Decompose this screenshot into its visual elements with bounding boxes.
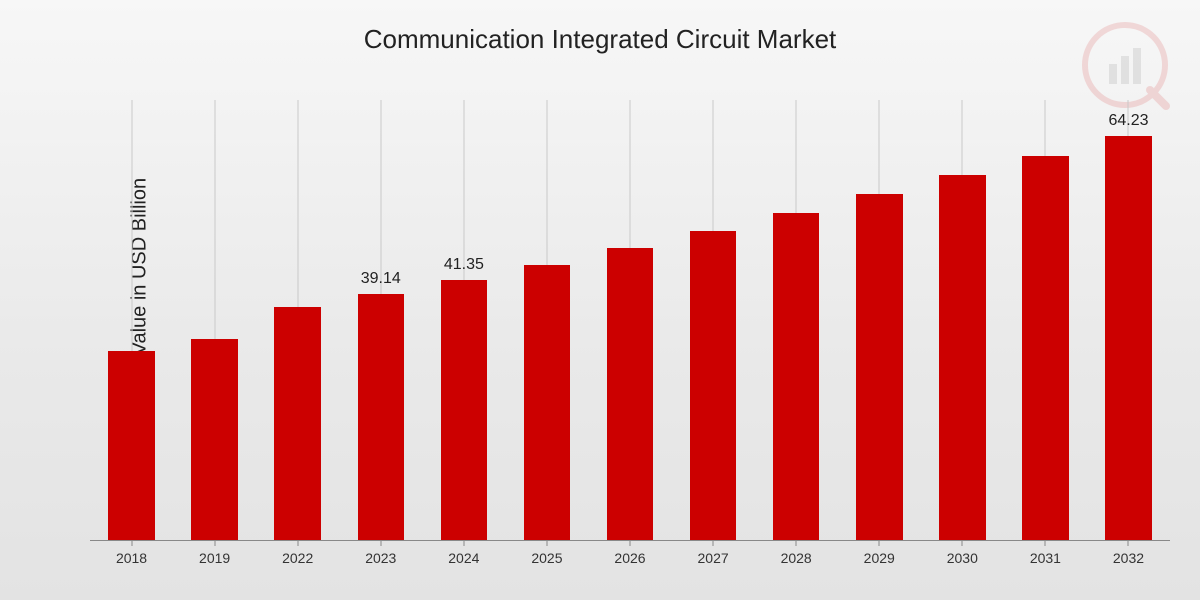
tick-mark bbox=[546, 540, 547, 546]
bar-slot bbox=[838, 100, 921, 540]
bar-slot bbox=[173, 100, 256, 540]
x-tick: 2025 bbox=[505, 540, 588, 580]
x-tick: 2019 bbox=[173, 540, 256, 580]
x-tick-label: 2022 bbox=[256, 550, 339, 566]
bar bbox=[690, 231, 737, 540]
x-tick-label: 2024 bbox=[422, 550, 505, 566]
bar-slot bbox=[672, 100, 755, 540]
bar-slot bbox=[755, 100, 838, 540]
tick-mark bbox=[131, 540, 132, 546]
bar-slot: 39.14 bbox=[339, 100, 422, 540]
tick-mark bbox=[297, 540, 298, 546]
tick-mark bbox=[1045, 540, 1046, 546]
x-tick-label: 2032 bbox=[1087, 550, 1170, 566]
bar-slot bbox=[588, 100, 671, 540]
plot-area: 39.14 41.35 64.23 bbox=[90, 100, 1170, 540]
bar bbox=[607, 248, 654, 540]
x-tick: 2024 bbox=[422, 540, 505, 580]
x-tick: 2028 bbox=[755, 540, 838, 580]
tick-mark bbox=[463, 540, 464, 546]
bar bbox=[191, 339, 238, 540]
x-tick-label: 2023 bbox=[339, 550, 422, 566]
bar bbox=[939, 175, 986, 540]
x-tick-label: 2025 bbox=[505, 550, 588, 566]
bar: 41.35 bbox=[441, 280, 488, 540]
tick-mark bbox=[380, 540, 381, 546]
x-tick: 2027 bbox=[672, 540, 755, 580]
x-tick: 2030 bbox=[921, 540, 1004, 580]
x-tick: 2018 bbox=[90, 540, 173, 580]
bar bbox=[1022, 156, 1069, 540]
bar-value-label: 64.23 bbox=[1108, 112, 1148, 130]
bar-slot: 64.23 bbox=[1087, 100, 1170, 540]
tick-mark bbox=[214, 540, 215, 546]
x-tick-label: 2019 bbox=[173, 550, 256, 566]
bar bbox=[856, 194, 903, 540]
bar: 64.23 bbox=[1105, 136, 1152, 540]
x-axis: 2018201920222023202420252026202720282029… bbox=[90, 540, 1170, 580]
x-tick-label: 2026 bbox=[588, 550, 671, 566]
x-tick-label: 2029 bbox=[838, 550, 921, 566]
bar-slot bbox=[90, 100, 173, 540]
chart-title: Communication Integrated Circuit Market bbox=[0, 24, 1200, 55]
bar bbox=[773, 213, 820, 540]
tick-mark bbox=[962, 540, 963, 546]
bar bbox=[524, 265, 571, 540]
x-tick-label: 2018 bbox=[90, 550, 173, 566]
bar: 39.14 bbox=[358, 294, 405, 540]
bar-slot bbox=[921, 100, 1004, 540]
bar-slot bbox=[505, 100, 588, 540]
x-tick-label: 2031 bbox=[1004, 550, 1087, 566]
x-tick: 2032 bbox=[1087, 540, 1170, 580]
x-tick-label: 2028 bbox=[755, 550, 838, 566]
bar-slot bbox=[256, 100, 339, 540]
tick-mark bbox=[879, 540, 880, 546]
tick-mark bbox=[713, 540, 714, 546]
bar-slot: 41.35 bbox=[422, 100, 505, 540]
x-tick-label: 2027 bbox=[672, 550, 755, 566]
tick-mark bbox=[796, 540, 797, 546]
bar-value-label: 39.14 bbox=[361, 270, 401, 288]
x-tick: 2023 bbox=[339, 540, 422, 580]
bar-slot bbox=[1004, 100, 1087, 540]
x-tick-label: 2030 bbox=[921, 550, 1004, 566]
bar-value-label: 41.35 bbox=[444, 256, 484, 274]
x-tick: 2022 bbox=[256, 540, 339, 580]
tick-mark bbox=[1128, 540, 1129, 546]
x-tick: 2026 bbox=[588, 540, 671, 580]
x-tick: 2031 bbox=[1004, 540, 1087, 580]
bar bbox=[108, 351, 155, 540]
bars-container: 39.14 41.35 64.23 bbox=[90, 100, 1170, 540]
tick-mark bbox=[630, 540, 631, 546]
bar bbox=[274, 307, 321, 540]
x-tick: 2029 bbox=[838, 540, 921, 580]
